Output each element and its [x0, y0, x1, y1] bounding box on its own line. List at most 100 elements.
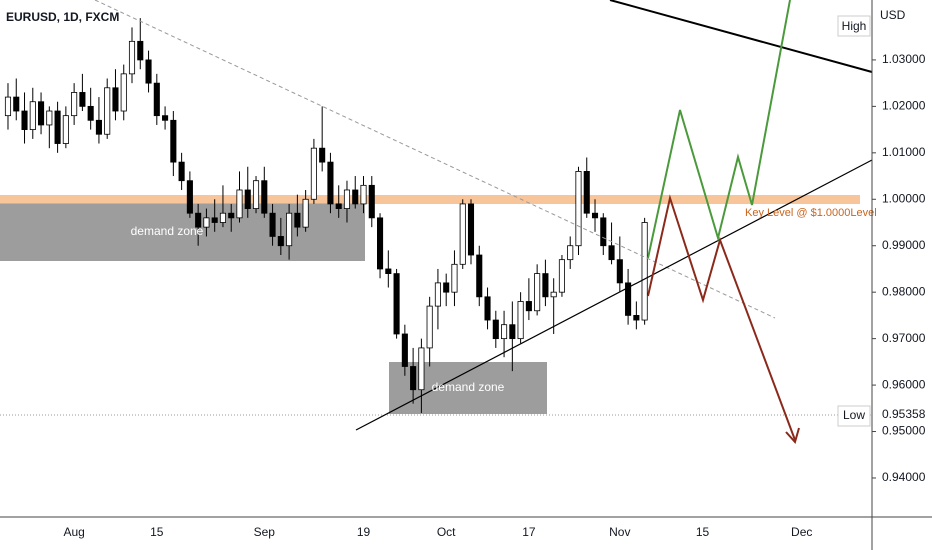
candle-body — [252, 180, 260, 209]
y-tick-label: 1.01000 — [882, 145, 926, 159]
candle-body — [71, 92, 78, 117]
candle-body — [352, 189, 359, 205]
candle-body — [591, 212, 599, 219]
candle-body — [625, 282, 632, 316]
y-tick-label: 0.95000 — [882, 424, 926, 438]
resistance-line — [609, 0, 873, 73]
candle-body — [228, 212, 235, 219]
chart-title: EURUSD, 1D, FXCM — [6, 10, 119, 24]
candle-body — [368, 184, 375, 219]
zone-label: demand zone — [131, 224, 204, 238]
candle-body — [501, 324, 508, 340]
candle-body — [286, 212, 293, 247]
x-tick-label: 19 — [357, 525, 371, 539]
low-label: Low — [843, 408, 865, 422]
candle-body — [550, 291, 557, 298]
x-tick-label: 15 — [150, 525, 164, 539]
y-tick-label: 0.94000 — [882, 470, 926, 484]
y-tick-label: 0.97000 — [882, 331, 926, 345]
candle-body — [244, 189, 251, 209]
bull-projection — [647, 0, 791, 259]
support-line — [355, 159, 873, 431]
candle-body — [343, 189, 351, 209]
candle-body — [170, 119, 177, 163]
candle-body — [542, 273, 549, 298]
key-level-label: Key Level @ $1.0000Level — [745, 207, 877, 219]
bear-projection — [647, 194, 796, 441]
candle-body — [525, 301, 532, 312]
candle-body — [137, 40, 144, 61]
candle-body — [62, 115, 69, 144]
y-tick-label: 1.02000 — [882, 99, 926, 113]
candle-body — [112, 87, 119, 112]
candle-body — [54, 110, 61, 144]
candle-body — [261, 180, 268, 214]
x-tick-label: Nov — [609, 525, 630, 539]
candle-body — [128, 40, 136, 75]
candle-body — [236, 189, 243, 219]
candle-body — [633, 315, 640, 321]
candle-body — [319, 147, 326, 163]
candle-body — [269, 212, 276, 237]
candle-body — [186, 180, 193, 214]
candle-body — [360, 184, 367, 205]
arrow-head — [785, 427, 800, 445]
candle-body — [294, 212, 301, 228]
zone-label: demand zone — [432, 380, 505, 394]
candle-body — [484, 296, 491, 321]
candle-body — [4, 96, 12, 117]
candle-body — [418, 347, 425, 391]
candle-body — [95, 119, 102, 135]
trend-line — [94, 0, 776, 319]
candle-body — [401, 333, 408, 367]
x-tick-label: Sep — [254, 525, 276, 539]
x-tick-label: Oct — [437, 525, 456, 539]
candle-body — [79, 92, 86, 107]
candle-body — [608, 245, 615, 261]
candle-body — [451, 263, 458, 293]
candle-body — [203, 217, 210, 228]
candle-body — [600, 217, 607, 247]
candle-body — [534, 273, 541, 312]
candle-body — [434, 282, 441, 307]
candle-body — [219, 212, 227, 223]
low-value: 0.95358 — [882, 407, 926, 421]
low-tag — [837, 405, 871, 427]
candle-body — [467, 203, 475, 256]
candle-body — [21, 110, 28, 130]
candle-body — [195, 212, 202, 228]
candle-body — [558, 259, 565, 293]
candle-body — [211, 217, 218, 223]
candle-body — [145, 59, 152, 84]
candle-body — [410, 366, 417, 391]
candle-body — [509, 324, 516, 340]
candle-body — [335, 203, 342, 209]
candle-body — [162, 115, 169, 121]
key-level-band — [0, 195, 860, 204]
y-tick-label: 0.98000 — [882, 284, 926, 298]
x-tick-label: 17 — [522, 525, 536, 539]
candle-body — [517, 301, 524, 340]
candle-body — [104, 87, 111, 135]
x-tick-label: 15 — [696, 525, 710, 539]
candle-body — [377, 217, 384, 270]
candle-body — [120, 73, 127, 112]
candle-body — [443, 282, 450, 293]
candle-body — [87, 105, 94, 121]
candle-body — [46, 110, 53, 126]
candle-body — [327, 161, 334, 205]
candle-body — [29, 101, 36, 130]
candle-body — [567, 245, 574, 261]
x-tick-label: Dec — [791, 525, 812, 539]
candle-body — [575, 171, 582, 247]
candle-body — [385, 268, 392, 274]
candle-body — [393, 273, 400, 335]
high-tag — [837, 15, 871, 37]
candle-body — [13, 96, 20, 112]
candle-body — [178, 161, 185, 182]
candle-body — [641, 222, 648, 321]
candle-body — [38, 101, 45, 126]
